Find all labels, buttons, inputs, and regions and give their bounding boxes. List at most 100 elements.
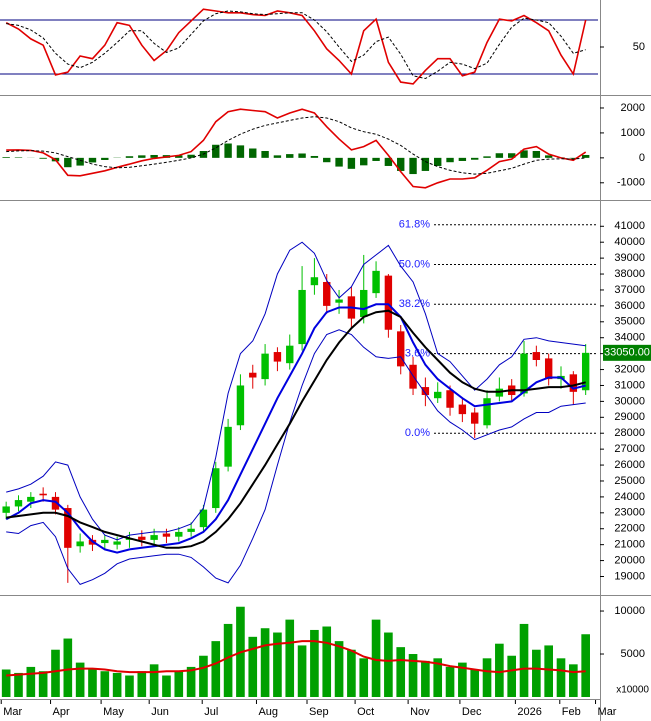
candle-body — [138, 536, 146, 540]
volume-bar — [581, 634, 590, 697]
candle-body — [335, 299, 343, 303]
fib-label: 50.0% — [399, 258, 430, 270]
unit-label: x10000 — [616, 685, 649, 696]
y-tick-label: -1000 — [617, 177, 645, 189]
volume-bar — [322, 626, 332, 697]
x-tick-label: May — [103, 706, 124, 718]
y-tick-label: 10000 — [614, 605, 645, 617]
volume-bar — [310, 629, 319, 697]
histogram-bar — [384, 157, 393, 166]
histogram-bar — [532, 150, 541, 158]
histogram-bar — [138, 155, 146, 158]
histogram-bar — [175, 155, 183, 158]
histogram-bar — [360, 157, 368, 166]
y-tick-label: 0 — [639, 152, 645, 164]
y-tick-label: 40000 — [614, 236, 645, 248]
x-tick-label: Mar — [598, 706, 617, 718]
y-tick-label: 20000 — [614, 554, 645, 566]
candle-body — [51, 496, 60, 510]
y-tick-label: 25000 — [614, 475, 645, 487]
candle-body — [520, 353, 528, 394]
y-tick-label: 27000 — [614, 443, 645, 455]
series-line — [6, 309, 586, 549]
candle-body — [199, 509, 208, 528]
y-tick-label: 5000 — [621, 648, 645, 660]
y-tick-label: 21000 — [614, 539, 645, 551]
x-tick-label: Jul — [204, 706, 218, 718]
histogram-bar — [458, 157, 467, 161]
volume-bar — [433, 658, 443, 697]
volume-bar — [149, 664, 159, 697]
candle-body — [569, 374, 578, 392]
volume-bar — [384, 632, 393, 697]
candle-body — [458, 404, 467, 415]
series-line — [6, 329, 586, 585]
histogram-bar — [507, 153, 516, 158]
x-tick-label: Jun — [151, 706, 169, 718]
volume-bar — [396, 647, 406, 697]
volume-bar — [260, 628, 270, 697]
series-line — [6, 116, 586, 175]
volume-bar — [359, 658, 369, 697]
candle-body — [434, 391, 442, 399]
volume-bar — [26, 666, 36, 697]
volume-bar — [63, 638, 73, 697]
x-tick-label: Dec — [462, 706, 482, 718]
y-tick-label: 1000 — [621, 127, 645, 139]
histogram-bar — [101, 157, 109, 160]
histogram-bar — [323, 157, 331, 163]
histogram-bar — [310, 155, 319, 158]
volume-bar — [174, 671, 184, 697]
candle-body — [187, 528, 195, 532]
histogram-bar — [88, 157, 97, 163]
histogram-bar — [409, 157, 417, 175]
candle-body — [471, 412, 479, 424]
candle-body — [544, 358, 553, 380]
candle-body — [397, 331, 405, 367]
series-line — [6, 10, 586, 80]
y-tick-label: 35000 — [614, 316, 645, 328]
candle-body — [286, 345, 294, 364]
y-tick-label: 32000 — [614, 363, 645, 375]
histogram-bar — [187, 154, 195, 158]
y-tick-label: 36000 — [614, 300, 645, 312]
volume-bar — [371, 619, 381, 697]
x-tick-label: Nov — [410, 706, 430, 718]
x-tick-label: 2026 — [517, 706, 541, 718]
y-tick-label: 37000 — [614, 284, 645, 296]
x-tick-label: Apr — [53, 706, 70, 718]
y-tick-label: 38000 — [614, 268, 645, 280]
volume-bar — [544, 645, 553, 697]
candle-body — [261, 353, 269, 380]
volume-bar — [470, 669, 480, 697]
volume-bar — [334, 641, 344, 697]
histogram-bar — [64, 157, 72, 168]
volume-bar — [88, 669, 97, 697]
volume-bar — [421, 660, 430, 697]
y-tick-label: 30000 — [614, 395, 645, 407]
y-tick-label: 2000 — [621, 102, 645, 114]
volume-bar — [186, 666, 196, 697]
histogram-bar — [286, 154, 294, 158]
histogram-bar — [76, 157, 84, 166]
histogram-bar — [483, 156, 491, 158]
histogram-bar — [421, 157, 430, 171]
candle-body — [421, 387, 430, 396]
candle-body — [101, 539, 109, 544]
volume-bar — [14, 672, 23, 697]
histogram-bar — [471, 157, 479, 160]
volume-bar — [482, 658, 492, 697]
candle-body — [27, 496, 35, 502]
histogram-bar — [446, 157, 454, 163]
histogram-bar — [39, 157, 47, 159]
candle-body — [76, 541, 84, 547]
candle-body — [581, 352, 590, 391]
candle-body — [39, 493, 47, 496]
histogram-bar — [397, 157, 405, 171]
volume-bar — [112, 672, 122, 697]
volume-bar — [297, 645, 307, 697]
candle-body — [175, 531, 183, 537]
series-line — [5, 8, 587, 85]
y-tick-label: 22000 — [614, 523, 645, 535]
